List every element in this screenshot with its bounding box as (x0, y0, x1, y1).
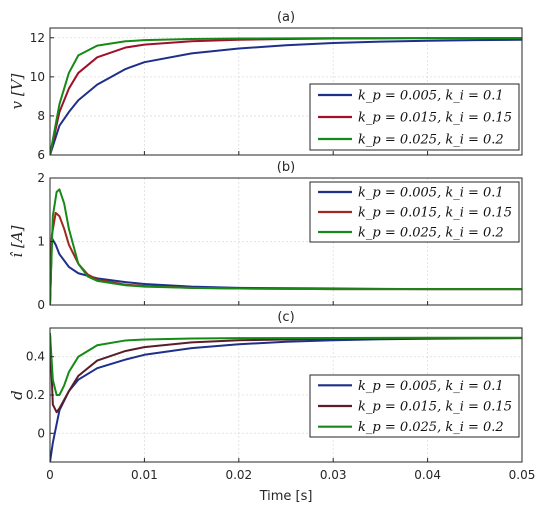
y-axis-label: v [V] (8, 73, 26, 109)
y-tick-label: 2 (37, 171, 45, 185)
y-axis-label: d (8, 390, 26, 400)
legend: k_p = 0.005, k_i = 0.1 k_p = 0.015, k_i =… (309, 181, 520, 243)
series-line-1 (50, 237, 522, 305)
series-line-3 (50, 332, 522, 396)
y-tick-label: 0.2 (26, 388, 45, 402)
y-tick-label: 0 (37, 426, 45, 440)
y-tick-label: 10 (30, 70, 45, 84)
panel-title: (a) (277, 10, 295, 25)
x-tick-label: 0.05 (509, 468, 536, 482)
legend-label: k_p = 0.015, k_i = 0.15 (358, 111, 512, 126)
legend-label: k_p = 0.005, k_i = 0.1 (358, 379, 504, 394)
y-tick-label: 6 (37, 148, 45, 162)
series-line-1 (50, 38, 522, 155)
legend-label: k_p = 0.005, k_i = 0.1 (358, 89, 504, 104)
legend-label: k_p = 0.015, k_i = 0.15 (358, 206, 512, 221)
y-tick-label: 8 (37, 109, 45, 123)
plot-frame (49, 27, 523, 156)
y-tick-label: 1 (37, 235, 45, 249)
series-group (50, 332, 522, 462)
legend-label: k_p = 0.015, k_i = 0.15 (358, 400, 512, 415)
x-tick-label: 0.03 (320, 468, 347, 482)
x-tick-label: 0 (46, 468, 54, 482)
y-tick-label: 0 (37, 298, 45, 312)
y-tick-label: 0.4 (26, 350, 45, 364)
panel-title: (c) (277, 310, 294, 325)
series-line-3 (50, 37, 522, 155)
panel-title: (b) (277, 160, 295, 175)
x-tick-label: 0.01 (131, 468, 158, 482)
x-tick-label: 0.04 (414, 468, 441, 482)
legend: k_p = 0.005, k_i = 0.1 k_p = 0.015, k_i =… (309, 374, 520, 438)
y-tick-label: 12 (30, 31, 45, 45)
panel-c: 0 0.2 0.4 0 0.01 0.02 0.03 0.04 0.05 (c) d Time [s]… (8, 310, 535, 504)
series-group (50, 188, 522, 305)
y-axis-label: î [A] (8, 225, 26, 257)
panel-b: 012(b)î [A]k_p = 0.005, k_i = 0.1k_p = 0… (8, 160, 523, 312)
x-tick-label: 0.02 (225, 468, 252, 482)
legend-label: k_p = 0.025, k_i = 0.2 (358, 133, 504, 148)
x-axis-label: Time [s] (259, 489, 313, 504)
series-group (50, 37, 522, 155)
legend-label: k_p = 0.025, k_i = 0.2 (358, 420, 504, 435)
series-line-3 (50, 188, 522, 305)
legend-label: k_p = 0.025, k_i = 0.2 (358, 226, 504, 241)
legend-label: k_p = 0.005, k_i = 0.1 (358, 186, 504, 201)
legend: k_p = 0.005, k_i = 0.1 k_p = 0.015, k_i =… (309, 83, 520, 151)
